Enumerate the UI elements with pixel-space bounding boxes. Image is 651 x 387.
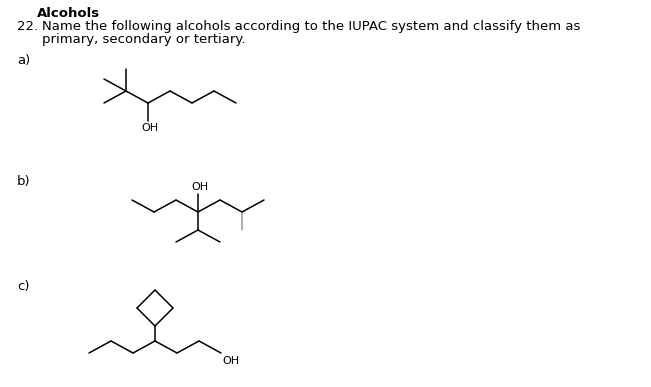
Text: b): b) bbox=[17, 175, 31, 188]
Text: a): a) bbox=[17, 54, 30, 67]
Text: primary, secondary or tertiary.: primary, secondary or tertiary. bbox=[42, 33, 245, 46]
Text: OH: OH bbox=[222, 356, 239, 366]
Text: c): c) bbox=[17, 280, 29, 293]
Text: OH: OH bbox=[191, 182, 208, 192]
Text: Name the following alcohols according to the IUPAC system and classify them as: Name the following alcohols according to… bbox=[42, 20, 581, 33]
Text: 22.: 22. bbox=[17, 20, 38, 33]
Text: Alcohols: Alcohols bbox=[37, 7, 100, 20]
Text: OH: OH bbox=[141, 123, 158, 133]
